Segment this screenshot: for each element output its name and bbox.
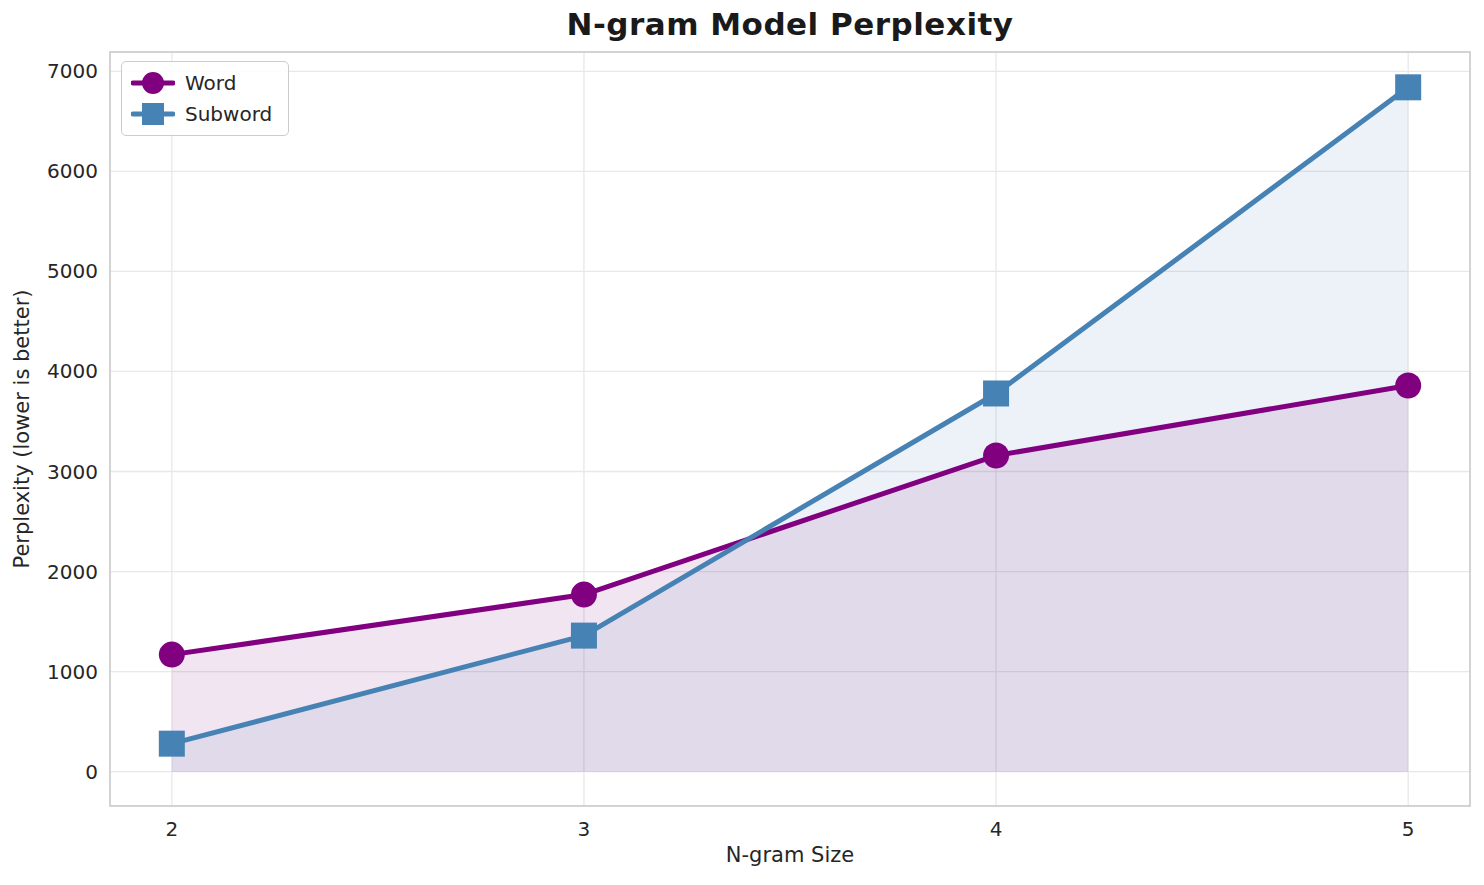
- word-data-point: [1395, 372, 1421, 398]
- x-tick-label: 3: [544, 816, 624, 842]
- word-data-point: [159, 642, 185, 668]
- legend-label-subword: Subword: [185, 102, 272, 126]
- y-axis-label: Perplexity (lower is better): [10, 290, 34, 569]
- word-data-point: [983, 443, 1009, 469]
- word-series-marker-icon: [131, 69, 175, 97]
- subword-series-marker-icon: [131, 100, 175, 128]
- y-tick-label: 5000: [18, 258, 98, 284]
- x-tick-label: 5: [1368, 816, 1448, 842]
- subword-data-point: [571, 623, 597, 649]
- subword-data-point: [159, 731, 185, 757]
- y-tick-label: 7000: [18, 58, 98, 84]
- legend-entry-subword: Subword: [131, 100, 272, 128]
- y-tick-label: 6000: [18, 158, 98, 184]
- x-axis-label: N-gram Size: [110, 843, 1470, 867]
- y-tick-label: 1000: [18, 659, 98, 685]
- legend-label-word: Word: [185, 71, 236, 95]
- subword-data-point: [983, 380, 1009, 406]
- subword-data-point: [1395, 74, 1421, 100]
- legend-entry-word: Word: [131, 69, 272, 97]
- y-tick-label: 0: [18, 759, 98, 785]
- x-tick-label: 4: [956, 816, 1036, 842]
- word-data-point: [571, 582, 597, 608]
- legend: Word Subword: [121, 61, 289, 136]
- x-tick-label: 2: [132, 816, 212, 842]
